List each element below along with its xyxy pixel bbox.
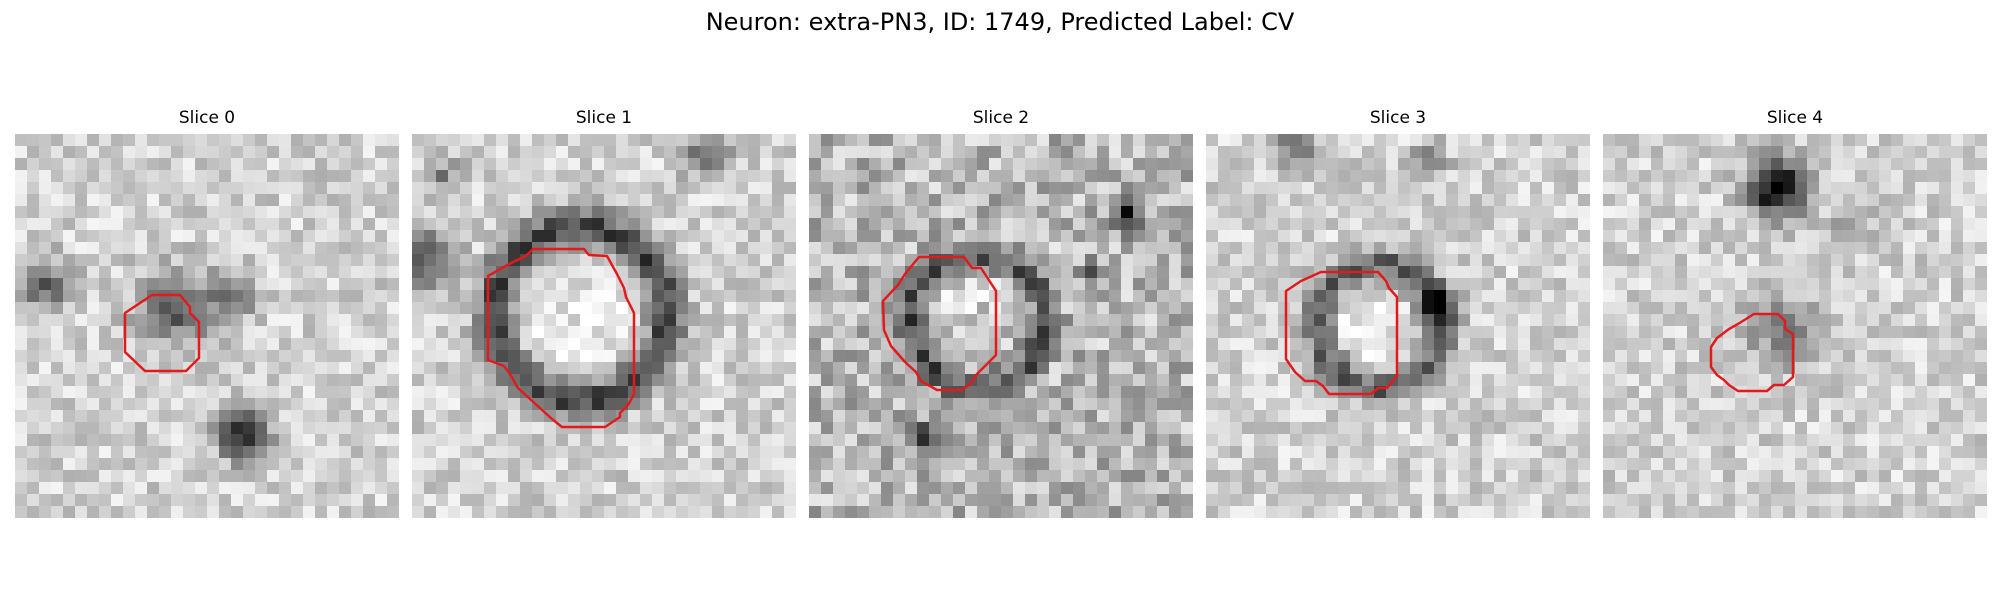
slice-title: Slice 3 [1206, 106, 1590, 130]
slice-image [809, 134, 1193, 518]
slice-4-svg [1603, 134, 1987, 518]
slice-image [1206, 134, 1590, 518]
slice-image [412, 134, 796, 518]
slice-0-svg [15, 134, 399, 518]
slice-panel-2: Slice 2 [809, 106, 1193, 130]
slice-panel-0: Slice 0 [15, 106, 399, 130]
slice-1-svg [412, 134, 796, 518]
slice-title: Slice 4 [1603, 106, 1987, 130]
slice-title: Slice 2 [809, 106, 1193, 130]
slice-title: Slice 1 [412, 106, 796, 130]
slice-title: Slice 0 [15, 106, 399, 130]
slice-panel-3: Slice 3 [1206, 106, 1590, 130]
figure-title: Neuron: extra-PN3, ID: 1749, Predicted L… [0, 8, 2000, 36]
slice-panel-4: Slice 4 [1603, 106, 1987, 130]
slice-2-svg [809, 134, 1193, 518]
slice-panel-1: Slice 1 [412, 106, 796, 130]
slice-image [1603, 134, 1987, 518]
slice-image [15, 134, 399, 518]
slice-3-svg [1206, 134, 1590, 518]
